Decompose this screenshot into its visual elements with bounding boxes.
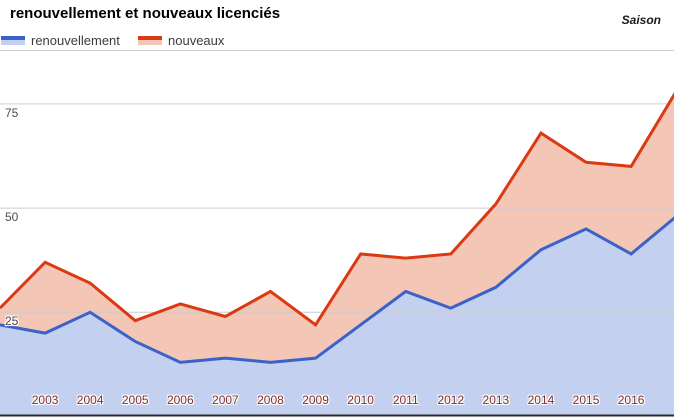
- x-tick-label-2012: 2012: [437, 393, 465, 407]
- legend-swatch-fill: [1, 40, 25, 45]
- y-tick-label-50: 50: [5, 210, 19, 225]
- series-line-nouveaux: [0, 92, 674, 327]
- y-tick-label-75: 75: [5, 105, 19, 120]
- legend-label-renouvellement: renouvellement: [31, 33, 120, 48]
- legend-item-renouvellement: renouvellement: [1, 33, 120, 48]
- series-line-renouvellement: [0, 216, 674, 364]
- x-tick-label-2016: 2016: [617, 393, 645, 407]
- header-separator: [0, 50, 674, 51]
- x-tick-label-2005: 2005: [121, 393, 149, 407]
- legend-swatch-fill: [138, 40, 162, 45]
- y-tick-label-25: 25: [5, 314, 19, 329]
- legend-label-nouveaux: nouveaux: [168, 33, 225, 48]
- x-tick-label-2010: 2010: [347, 393, 374, 407]
- legend-swatch-nouveaux-icon: [138, 36, 162, 45]
- x-tick-label-2013: 2013: [482, 393, 510, 407]
- x-tick-label-2011: 2011: [392, 393, 419, 407]
- legend: renouvellement nouveaux: [0, 33, 674, 49]
- x-tick-label-2015: 2015: [572, 393, 600, 407]
- x-tick-label-2003: 2003: [31, 393, 59, 407]
- x-tick-label-2006: 2006: [166, 393, 194, 407]
- legend-item-nouveaux: nouveaux: [138, 33, 224, 48]
- chart-title: renouvellement et nouveaux licenciés: [10, 5, 281, 22]
- x-tick-label-2014: 2014: [527, 393, 555, 407]
- area-fill-renouvellement: [0, 218, 674, 417]
- x-tick-label-2004: 2004: [76, 393, 104, 407]
- x-tick-label-2009: 2009: [302, 393, 329, 407]
- x-tick-label-2008: 2008: [257, 393, 284, 407]
- legend-swatch-line: [1, 36, 25, 40]
- x-axis-title: Saison: [621, 13, 661, 27]
- legend-swatch-line: [138, 36, 162, 40]
- x-tick-label-2007: 2007: [212, 393, 239, 407]
- legend-swatch-renouvellement-icon: [1, 36, 25, 45]
